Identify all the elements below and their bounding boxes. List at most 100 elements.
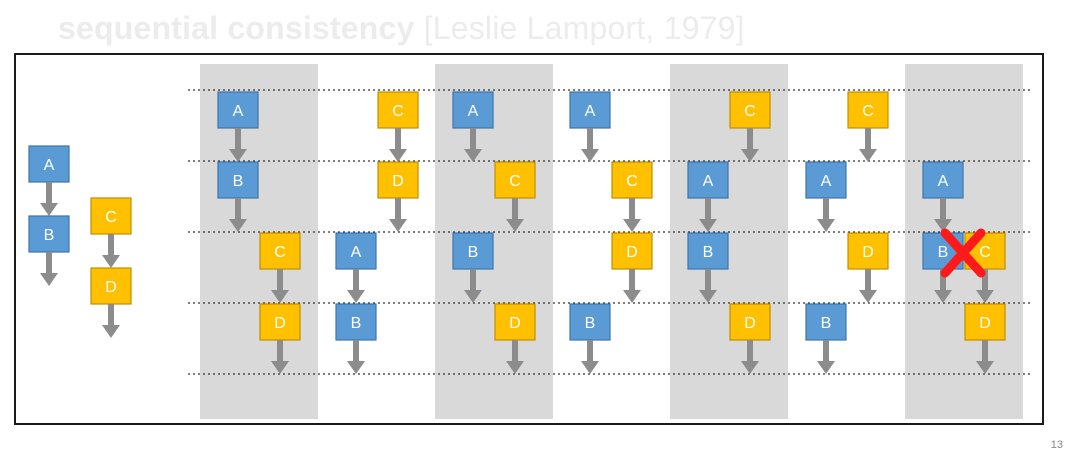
program-1-op-B-label: B: [44, 227, 55, 244]
interleaving-2-op-C-label: C: [392, 103, 404, 120]
program-1-op-B-arrow-head: [40, 273, 58, 286]
program-1-op-A-label: A: [44, 157, 55, 174]
interleaving-1-op-D-arrow-shaft: [277, 340, 283, 362]
program-2-op-D-arrow-shaft: [108, 304, 114, 326]
interleaving-5-op-A-label: A: [703, 173, 714, 190]
interleaving-2-op-A-arrow-head: [347, 290, 365, 303]
interleaving-6-op-C-arrow-shaft: [865, 128, 871, 150]
program-2-op-C-label: C: [105, 209, 117, 226]
interleaving-3-op-A: [452, 91, 494, 129]
interleaving-1-op-C-label: C: [274, 244, 286, 261]
interleaving-2-op-D: [377, 161, 419, 199]
interleaving-7-op-B-arrow-head: [934, 290, 952, 303]
interleaving-7-op-D-arrow-head: [976, 361, 994, 374]
interleaving-3-op-A-arrow-head: [464, 149, 482, 162]
program-2-op-C-arrow-shaft: [108, 234, 114, 256]
interleaving-3-op-C-label: C: [509, 173, 521, 190]
interleaving-4-op-B-arrow-shaft: [587, 340, 593, 362]
interleaving-1-op-B: [217, 161, 259, 199]
interleaving-4-op-B-label: B: [585, 315, 596, 332]
interleaving-7-op-A: [922, 161, 964, 199]
interleaving-1-op-D-arrow-head: [271, 361, 289, 374]
interleaving-2-op-B-arrow-head: [347, 361, 365, 374]
interleaving-5-op-A-arrow-shaft: [705, 198, 711, 220]
interleaving-2-op-D-arrow-shaft: [395, 198, 401, 220]
page-number: 13: [1050, 439, 1063, 451]
interleaving-4-op-A-label: A: [585, 103, 596, 120]
interleaving-5-op-B-arrow-shaft: [705, 269, 711, 291]
interleaving-3-op-C-arrow-head: [506, 219, 524, 232]
interleaving-1-op-C-arrow-head: [271, 290, 289, 303]
interleaving-1-op-A-label: A: [233, 103, 244, 120]
interleaving-3-op-A-label: A: [468, 103, 479, 120]
interleaving-7-op-C-arrow-head: [976, 290, 994, 303]
interleaving-5-op-A-arrow-head: [699, 219, 717, 232]
interleaving-1-op-B-arrow-head: [229, 219, 247, 232]
interleaving-3-op-A-arrow-shaft: [470, 128, 476, 150]
interleaving-4-op-C-arrow-shaft: [629, 198, 635, 220]
interleaving-5-op-D-label: D: [744, 315, 756, 332]
interleaving-4-op-D-arrow-shaft: [629, 269, 635, 291]
program-2-op-D-arrow-head: [102, 325, 120, 338]
interleaving-3-op-B-arrow-head: [464, 290, 482, 303]
program-1-op-A-arrow-shaft: [46, 182, 52, 204]
interleaving-3-op-D: [494, 303, 536, 341]
interleaving-2-op-D-arrow-head: [389, 219, 407, 232]
interleaving-6-op-A-label: A: [821, 173, 832, 190]
interleaving-3-op-B-arrow-shaft: [470, 269, 476, 291]
interleaving-7-op-B-arrow-shaft: [940, 269, 946, 291]
interleaving-2-op-B-label: B: [351, 315, 362, 332]
diagram-frame: [14, 53, 1044, 425]
slide-title: sequential consistency [Leslie Lamport, …: [58, 10, 745, 47]
interleaving-4-op-C-label: C: [626, 173, 638, 190]
title-citation: [Leslie Lamport, 1979]: [423, 10, 745, 46]
interleaving-2-op-A-label: A: [351, 244, 362, 261]
interleaving-7-op-B-label: B: [938, 244, 949, 261]
interleaving-1-op-D-label: D: [274, 315, 286, 332]
interleaving-6-op-A-arrow-shaft: [823, 198, 829, 220]
interleaving-5-op-C: [729, 91, 771, 129]
interleaving-1-op-A-arrow-shaft: [235, 128, 241, 150]
interleaving-6-op-B-label: B: [821, 315, 832, 332]
interleaving-3-op-C-arrow-shaft: [512, 198, 518, 220]
invalid-cross-icon-stroke-2: [940, 228, 986, 278]
interleaving-4-op-D-arrow-head: [623, 290, 641, 303]
program-2-op-C-arrow-head: [102, 255, 120, 268]
interleaving-4-op-D-label: D: [626, 244, 638, 261]
interleaving-3-op-D-label: D: [509, 315, 521, 332]
interleaving-6-op-C-arrow-head: [859, 149, 877, 162]
interleaving-7-op-D: [964, 303, 1006, 341]
interleaving-6-op-C: [847, 91, 889, 129]
interleaving-7-op-C-arrow-shaft: [982, 269, 988, 291]
interleaving-2-op-B-arrow-shaft: [353, 340, 359, 362]
interleaving-7-op-A-label: A: [938, 173, 949, 190]
program-2-op-D-label: D: [105, 279, 117, 296]
program-1-op-B-arrow-shaft: [46, 252, 52, 274]
interleaving-7-op-C-label: C: [979, 244, 991, 261]
interleaving-2-op-C-arrow-shaft: [395, 128, 401, 150]
interleaving-6-op-D-arrow-shaft: [865, 269, 871, 291]
program-1-op-A: [28, 145, 70, 183]
interleaving-4-op-C-arrow-head: [623, 219, 641, 232]
interleaving-1-op-B-arrow-shaft: [235, 198, 241, 220]
interleaving-1-op-A: [217, 91, 259, 129]
program-1-op-A-arrow-head: [40, 203, 58, 216]
interleaving-6-op-A-arrow-head: [817, 219, 835, 232]
interleaving-6-op-B-arrow-head: [817, 361, 835, 374]
interleaving-4-op-D: [611, 232, 653, 270]
interleaving-1-op-A-arrow-head: [229, 149, 247, 162]
interleaving-6-op-B-arrow-shaft: [823, 340, 829, 362]
interleaving-3-op-D-arrow-shaft: [512, 340, 518, 362]
interleaving-6-op-D-label: D: [862, 244, 874, 261]
program-1-op-B: [28, 215, 70, 253]
interleaving-4-op-A: [569, 91, 611, 129]
interleaving-2-op-A: [335, 232, 377, 270]
title-main: sequential consistency: [58, 10, 415, 46]
interleaving-3-op-B-label: B: [468, 244, 479, 261]
interleaving-6-op-C-label: C: [862, 103, 874, 120]
interleaving-1-op-B-label: B: [233, 173, 244, 190]
interleaving-1-op-C: [259, 232, 301, 270]
interleaving-1-op-C-arrow-shaft: [277, 269, 283, 291]
interleaving-7-op-A-arrow-shaft: [940, 198, 946, 220]
